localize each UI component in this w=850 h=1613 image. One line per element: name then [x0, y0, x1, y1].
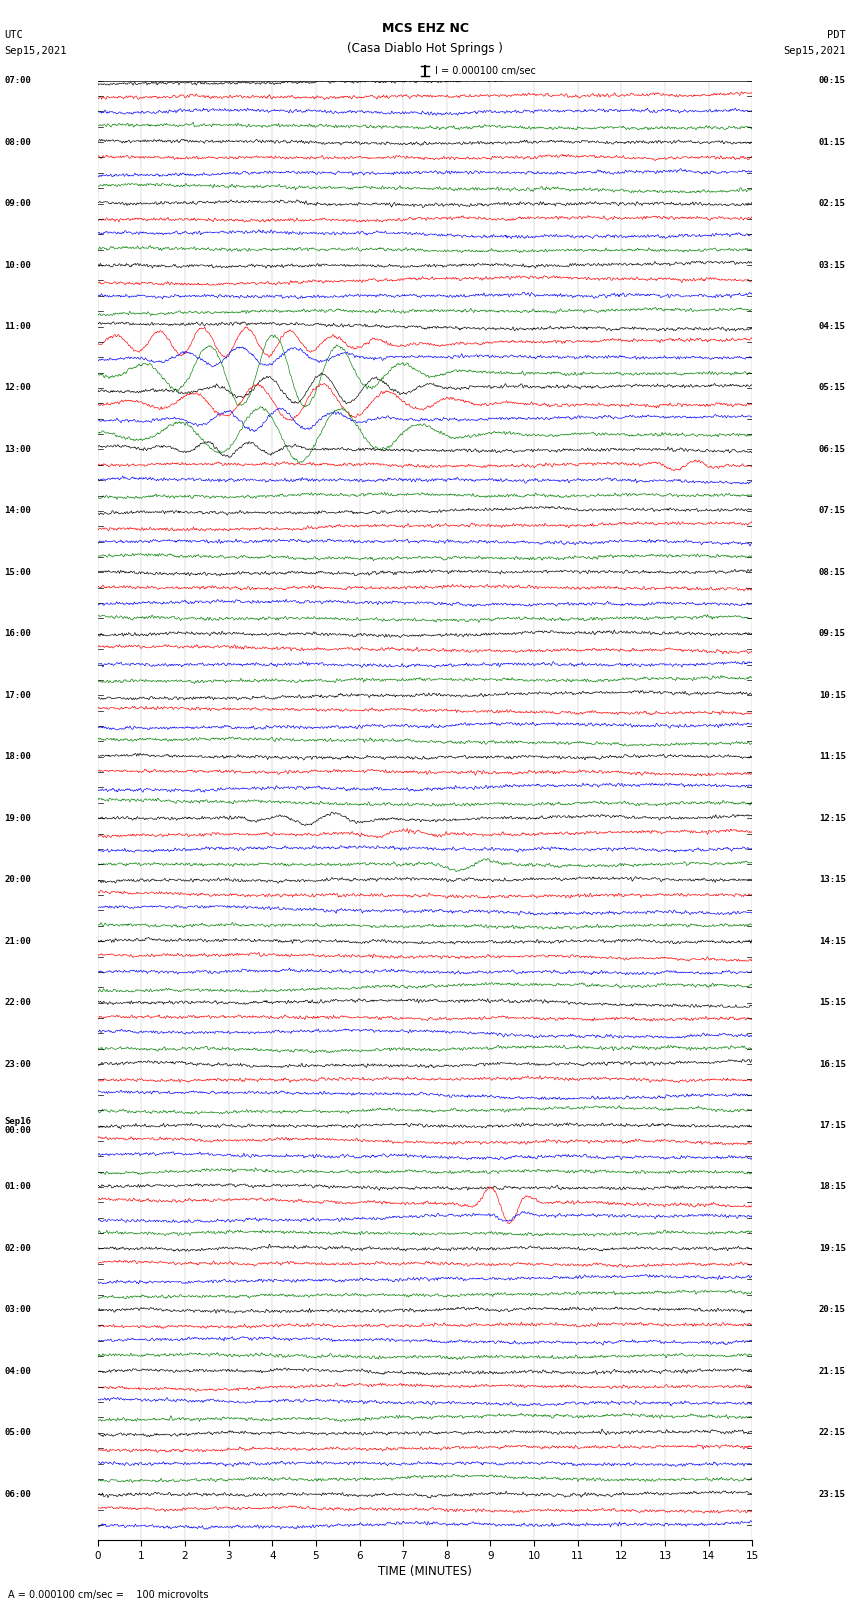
Text: 03:15: 03:15	[819, 261, 846, 269]
Text: (Casa Diablo Hot Springs ): (Casa Diablo Hot Springs )	[347, 42, 503, 55]
Text: 19:00: 19:00	[4, 813, 31, 823]
Text: A = 0.000100 cm/sec =    100 microvolts: A = 0.000100 cm/sec = 100 microvolts	[8, 1590, 209, 1600]
Text: Sep15,2021: Sep15,2021	[4, 47, 67, 56]
Text: 20:15: 20:15	[819, 1305, 846, 1315]
Text: 04:00: 04:00	[4, 1366, 31, 1376]
Text: 14:15: 14:15	[819, 937, 846, 945]
Text: 05:15: 05:15	[819, 384, 846, 392]
Text: 22:00: 22:00	[4, 998, 31, 1007]
Text: 18:00: 18:00	[4, 752, 31, 761]
Text: 09:00: 09:00	[4, 198, 31, 208]
Text: Sep15,2021: Sep15,2021	[783, 47, 846, 56]
Text: MCS EHZ NC: MCS EHZ NC	[382, 23, 468, 35]
Text: 15:00: 15:00	[4, 568, 31, 577]
Text: 05:00: 05:00	[4, 1429, 31, 1437]
Text: 10:00: 10:00	[4, 261, 31, 269]
Text: 10:15: 10:15	[819, 690, 846, 700]
Text: 20:00: 20:00	[4, 876, 31, 884]
Text: 02:15: 02:15	[819, 198, 846, 208]
Text: 00:15: 00:15	[819, 76, 846, 85]
Text: 17:00: 17:00	[4, 690, 31, 700]
Text: 03:00: 03:00	[4, 1305, 31, 1315]
Text: 16:15: 16:15	[819, 1060, 846, 1068]
Text: 13:15: 13:15	[819, 876, 846, 884]
Text: 01:00: 01:00	[4, 1182, 31, 1192]
Text: 18:15: 18:15	[819, 1182, 846, 1192]
Text: 21:15: 21:15	[819, 1366, 846, 1376]
Text: 14:00: 14:00	[4, 506, 31, 516]
Text: 22:15: 22:15	[819, 1429, 846, 1437]
Text: 15:15: 15:15	[819, 998, 846, 1007]
Text: 08:00: 08:00	[4, 137, 31, 147]
Text: 11:00: 11:00	[4, 323, 31, 331]
Text: 16:00: 16:00	[4, 629, 31, 639]
Text: 17:15: 17:15	[819, 1121, 846, 1131]
X-axis label: TIME (MINUTES): TIME (MINUTES)	[378, 1565, 472, 1578]
Text: Sep16: Sep16	[4, 1116, 31, 1126]
Text: 07:15: 07:15	[819, 506, 846, 516]
Text: 02:00: 02:00	[4, 1244, 31, 1253]
Text: UTC: UTC	[4, 31, 23, 40]
Text: 01:15: 01:15	[819, 137, 846, 147]
Text: 00:00: 00:00	[4, 1126, 31, 1134]
Text: 23:00: 23:00	[4, 1060, 31, 1068]
Text: 12:00: 12:00	[4, 384, 31, 392]
Text: 04:15: 04:15	[819, 323, 846, 331]
Text: I = 0.000100 cm/sec: I = 0.000100 cm/sec	[435, 66, 536, 76]
Text: 12:15: 12:15	[819, 813, 846, 823]
Text: 13:00: 13:00	[4, 445, 31, 453]
Text: 06:00: 06:00	[4, 1490, 31, 1498]
Text: 23:15: 23:15	[819, 1490, 846, 1498]
Text: 19:15: 19:15	[819, 1244, 846, 1253]
Text: 09:15: 09:15	[819, 629, 846, 639]
Text: 21:00: 21:00	[4, 937, 31, 945]
Text: 11:15: 11:15	[819, 752, 846, 761]
Text: 06:15: 06:15	[819, 445, 846, 453]
Text: 08:15: 08:15	[819, 568, 846, 577]
Text: PDT: PDT	[827, 31, 846, 40]
Text: 07:00: 07:00	[4, 76, 31, 85]
